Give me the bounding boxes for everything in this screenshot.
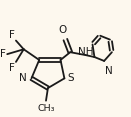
Text: CH₃: CH₃ xyxy=(37,104,55,113)
Text: F: F xyxy=(0,49,6,59)
Text: N: N xyxy=(19,73,27,83)
Text: F: F xyxy=(9,30,15,40)
Text: S: S xyxy=(67,73,74,83)
Text: F: F xyxy=(9,63,15,73)
Text: NH: NH xyxy=(78,47,94,57)
Text: N: N xyxy=(105,66,113,76)
Text: O: O xyxy=(58,25,67,35)
